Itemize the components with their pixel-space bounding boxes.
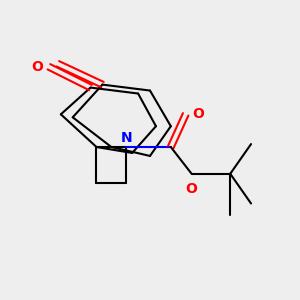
Text: O: O bbox=[192, 107, 204, 121]
Text: O: O bbox=[32, 60, 44, 74]
Text: N: N bbox=[120, 131, 132, 145]
Text: O: O bbox=[186, 182, 197, 196]
